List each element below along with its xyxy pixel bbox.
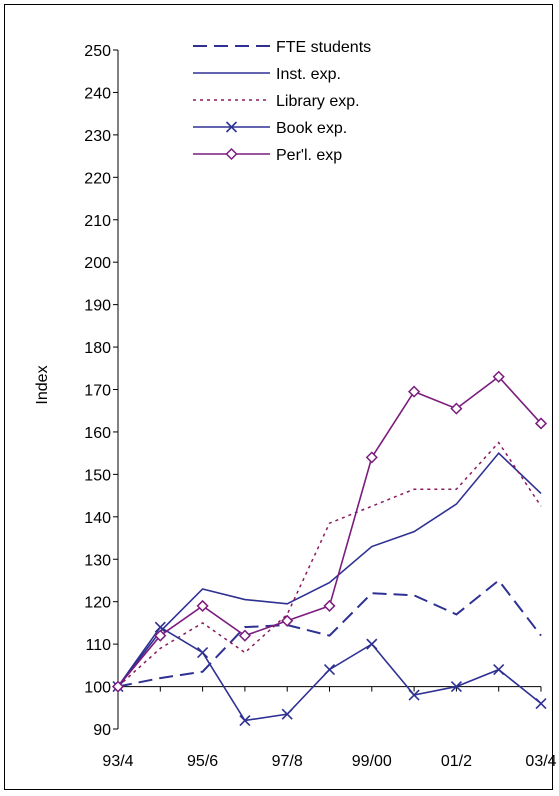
data-point-marker — [323, 599, 336, 612]
data-point-marker — [239, 714, 251, 727]
y-tick-label: 230 — [84, 128, 111, 145]
data-point-marker — [197, 647, 209, 659]
legend-label: Library exp. — [276, 93, 360, 110]
data-point-marker — [111, 680, 125, 693]
data-point-marker — [492, 370, 505, 383]
legend-label: Per'l. exp — [276, 147, 342, 164]
y-tick-label: 130 — [84, 552, 111, 569]
chart-frame — [4, 4, 553, 790]
legend-label: Book exp. — [276, 120, 347, 137]
data-point-marker — [323, 664, 336, 676]
data-point-marker — [535, 697, 547, 710]
legend-item: Library exp. — [193, 93, 360, 110]
series-1 — [117, 451, 542, 688]
y-tick-label: 120 — [84, 595, 111, 612]
data-point-marker — [154, 621, 166, 633]
series-line — [117, 441, 542, 688]
data-point-marker — [408, 689, 420, 701]
data-point-marker — [365, 451, 378, 464]
y-tick-label: 140 — [84, 510, 111, 527]
y-tick-label: 180 — [84, 340, 111, 357]
y-tick-label: 200 — [84, 255, 111, 272]
series-line — [117, 451, 542, 688]
data-point-marker — [534, 417, 548, 430]
legend-label: FTE students — [276, 39, 371, 56]
legend-marker — [225, 147, 238, 161]
y-tick-label: 90 — [93, 722, 111, 739]
legend-marker — [225, 121, 238, 133]
series-0 — [117, 579, 542, 688]
series-2 — [117, 441, 542, 688]
data-point-marker — [154, 629, 167, 642]
data-point-marker — [238, 629, 251, 642]
x-tick-label: 99/00 — [352, 753, 392, 770]
y-axis-title: Index — [34, 365, 51, 404]
axes: 90 100 110 120 130 140 150 160 170 180 190 200 210 22… — [84, 43, 556, 770]
y-tick-label: 160 — [84, 425, 111, 442]
legend-label: Inst. exp. — [276, 66, 341, 83]
y-tick-label: 170 — [84, 383, 111, 400]
y-tick-label: 190 — [84, 298, 111, 315]
y-tick-label: 220 — [84, 170, 111, 187]
legend-item: Per'l. exp — [193, 147, 342, 164]
legend-item: Book exp. — [193, 120, 347, 137]
legend: FTE students Inst. exp. Library exp. Book e… — [193, 39, 371, 164]
data-point-marker — [281, 708, 293, 720]
data-point-marker — [281, 614, 294, 627]
x-tick-label: 01/2 — [441, 753, 472, 770]
y-tick-label: 150 — [84, 467, 111, 484]
series-4 — [111, 370, 548, 693]
data-point-marker — [493, 664, 505, 676]
data-point-marker — [450, 680, 462, 693]
x-tick-label: 97/8 — [272, 753, 303, 770]
y-tick-label: 250 — [84, 43, 111, 60]
data-point-marker — [366, 638, 378, 650]
x-tick-label: 95/6 — [187, 753, 218, 770]
data-point-marker — [196, 599, 209, 612]
series-3 — [112, 621, 547, 727]
data-point-marker — [408, 385, 421, 398]
series-line — [117, 626, 542, 722]
x-tick-label: 93/4 — [102, 753, 133, 770]
y-tick-label: 100 — [84, 680, 111, 697]
y-tick-label: 240 — [84, 85, 111, 102]
legend-item: FTE students — [193, 39, 371, 56]
x-tick-label: 03/4 — [525, 753, 556, 770]
series-line — [117, 579, 542, 688]
data-point-marker — [450, 402, 463, 415]
series-layer — [111, 370, 548, 727]
y-tick-label: 110 — [85, 637, 111, 654]
legend-item: Inst. exp. — [193, 66, 341, 83]
y-tick-label: 210 — [84, 213, 111, 230]
